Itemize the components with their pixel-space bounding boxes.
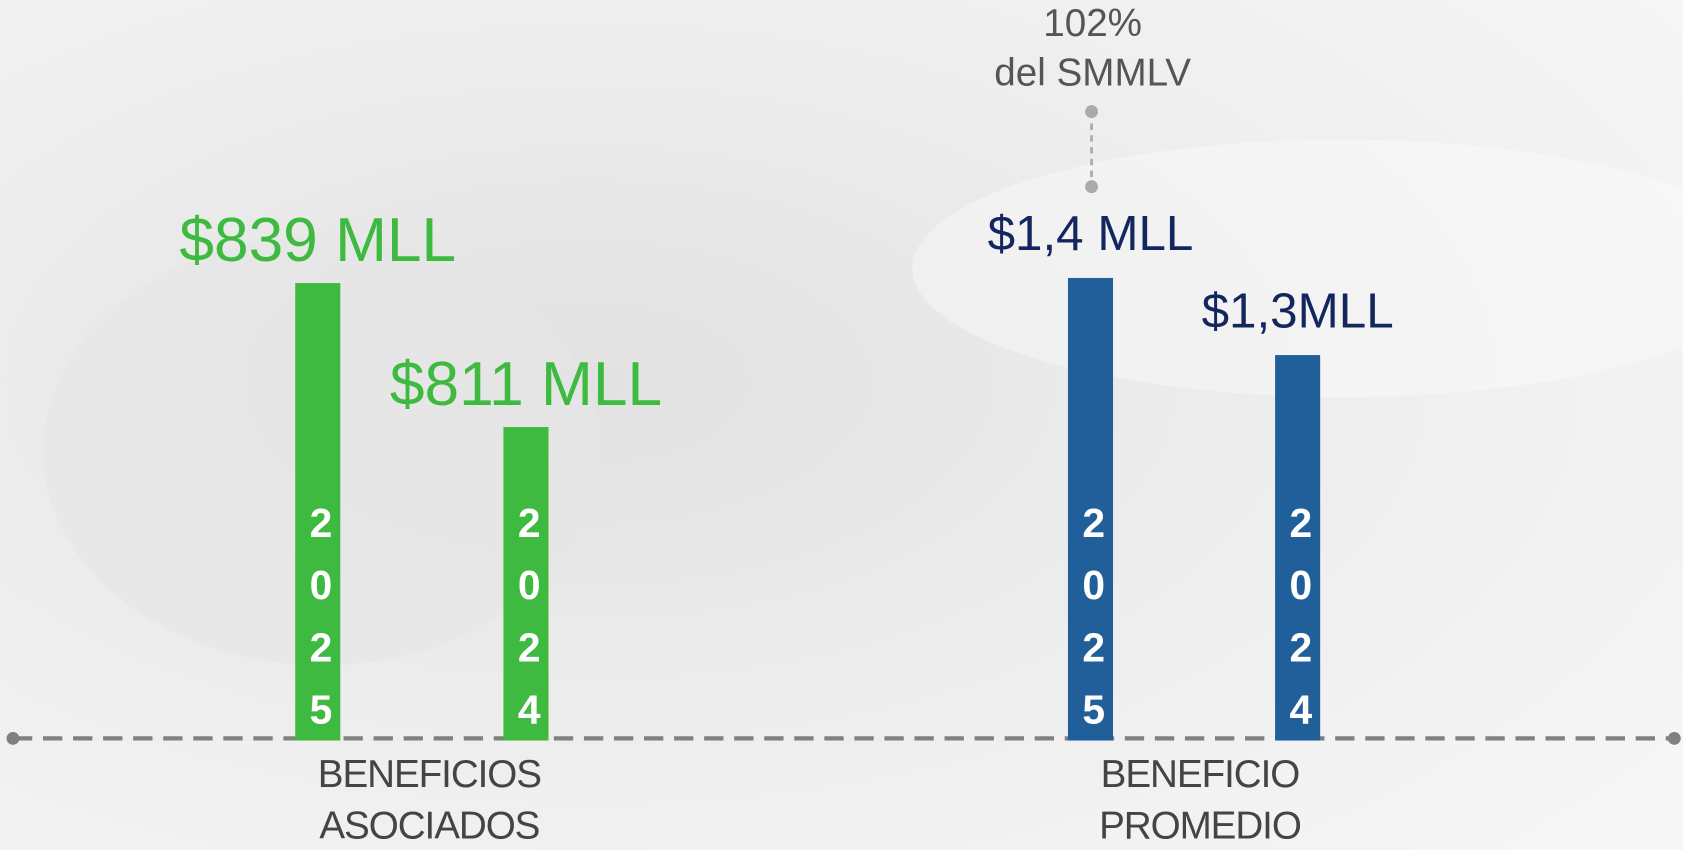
value-label: $839 MLL bbox=[179, 206, 456, 275]
bar bbox=[1067, 277, 1114, 741]
category-label: 2025 bbox=[298, 500, 344, 748]
annotation-dot bbox=[1085, 105, 1099, 119]
category-label: 2024 bbox=[1278, 500, 1324, 748]
annotation-dot bbox=[1085, 180, 1099, 194]
value-label: $811 MLL bbox=[390, 350, 662, 419]
bar bbox=[1275, 355, 1321, 741]
annotation: 102% bbox=[1043, 2, 1142, 45]
bar bbox=[295, 283, 341, 741]
category-label: 2024 bbox=[506, 500, 552, 748]
value-label: $1,4 MLL bbox=[988, 206, 1194, 261]
x-axis-label: BENEFICIO bbox=[1101, 753, 1300, 796]
category-label: 2025 bbox=[1071, 500, 1117, 748]
x-axis-label: ASOCIADOS bbox=[319, 805, 539, 848]
x-axis-label: BENEFICIOS bbox=[318, 753, 541, 796]
baseline-end bbox=[1667, 731, 1681, 745]
bar bbox=[503, 427, 549, 741]
value-label: $1,3MLL bbox=[1202, 283, 1394, 338]
annotation: del SMMLV bbox=[994, 51, 1191, 94]
baseline-end bbox=[6, 731, 20, 745]
x-axis-label: PROMEDIO bbox=[1099, 805, 1301, 848]
